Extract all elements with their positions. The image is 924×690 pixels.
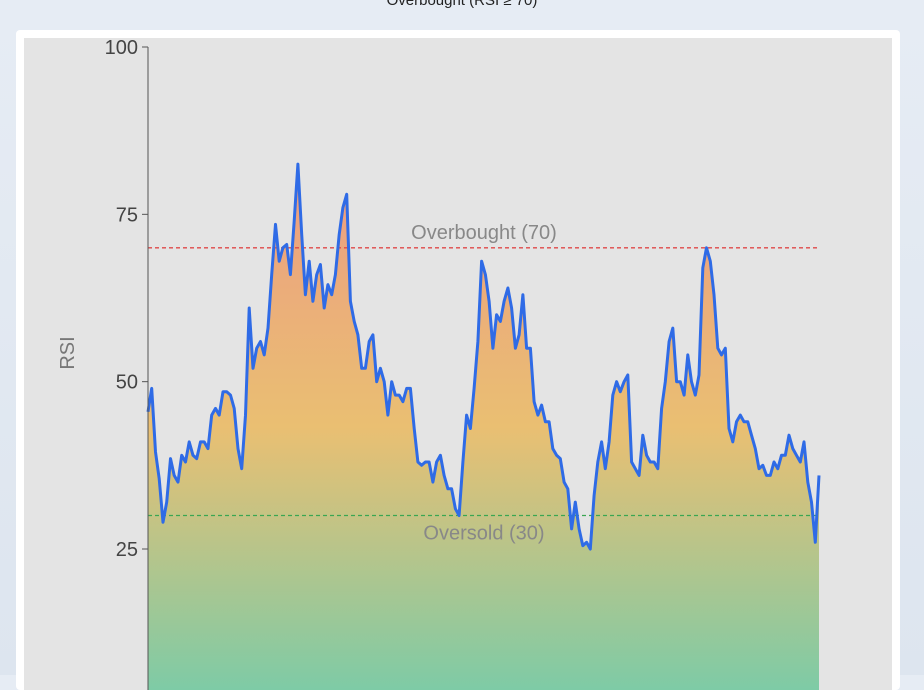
- y-tick-label: 75: [116, 204, 138, 226]
- overbought-label: Overbought (70): [411, 222, 557, 244]
- oversold-label: Oversold (30): [423, 523, 544, 545]
- y-axis-ticks: 25 50 75 100: [105, 37, 148, 561]
- top-caption: Overbought (RSI ≥ 70): [386, 0, 538, 9]
- rsi-line: [146, 162, 821, 551]
- y-axis-title: RSI: [57, 336, 79, 369]
- y-tick-label: 100: [105, 37, 138, 59]
- rsi-chart: Overbought (70) Oversold (30) 255075100 …: [24, 37, 892, 690]
- y-tick-label: 25: [116, 539, 138, 561]
- rsi-area: [148, 164, 819, 690]
- chart-panel: Overbought (70) Oversold (30) 25 50 75 100 …: [16, 30, 900, 690]
- y-tick-label: 50: [116, 372, 138, 394]
